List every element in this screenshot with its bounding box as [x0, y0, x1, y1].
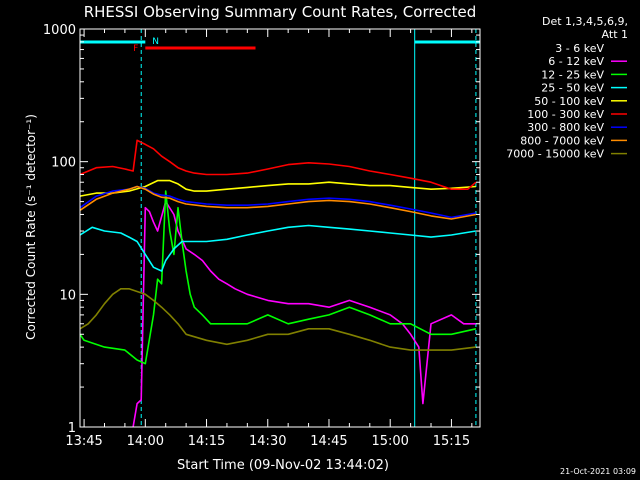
footer-date: 21-Oct-2021 03:09 [560, 467, 636, 476]
x-tick-label: 14:30 [249, 434, 286, 449]
series-line-6-12-kev [132, 200, 476, 428]
legend-label-800-7000-kev: 800 - 7000 keV [520, 134, 604, 147]
legend-header-line-2: Att 1 [602, 28, 628, 41]
chart-title: RHESSI Observing Summary Count Rates, Co… [84, 3, 477, 21]
series-line-3-6-kev [132, 346, 370, 409]
series-line-12-25-kev [79, 190, 477, 365]
x-tick-label: 15:00 [371, 434, 408, 449]
night-marker-label: N [152, 37, 159, 47]
legend-label-300-800-kev: 300 - 800 keV [527, 121, 604, 134]
legend-header-line-1: Det 1,3,4,5,6,9, [542, 15, 628, 28]
legend-label-25-50-kev: 25 - 50 keV [541, 82, 604, 95]
x-tick-label: 14:15 [188, 434, 225, 449]
y-axis-label: Corrected Count Rate (s⁻¹ detector⁻¹) [24, 114, 38, 340]
legend-label-100-300-kev: 100 - 300 keV [527, 108, 604, 121]
series-line-25-50-kev [79, 224, 477, 272]
x-tick-label: 14:00 [127, 434, 164, 449]
series-line-100-300-kev [79, 139, 477, 190]
x-tick-label: 14:45 [310, 434, 347, 449]
legend-label-3-6-kev: 3 - 6 keV [555, 42, 604, 55]
plot-area: NF [79, 29, 480, 428]
legend-label-7000-15000-kev: 7000 - 15000 keV [506, 148, 604, 161]
series-line-800-7000-kev [79, 185, 477, 220]
x-axis-label: Start Time (09-Nov-02 13:44:02) [177, 458, 389, 473]
y-tick-label: 1 [68, 421, 76, 436]
legend-label-50-100-kev: 50 - 100 keV [534, 95, 604, 108]
x-tick-label: 15:15 [433, 434, 470, 449]
y-tick-label: 10 [59, 288, 76, 303]
y-tick-label: 1000 [43, 23, 76, 38]
plot-frame [79, 28, 481, 428]
series-line-7000-15000-kev [79, 287, 476, 351]
axes: 13:45 14:00 14:15 14:30 14:45 15:00 15:15 1 10 10… [43, 23, 481, 449]
y-tick-label: 100 [51, 156, 76, 171]
legend-label-6-12-kev: 6 - 12 keV [548, 55, 604, 68]
legend-label-12-25-kev: 12 - 25 keV [541, 68, 604, 81]
flare-marker-label: F [133, 44, 138, 54]
x-tick-label: 13:45 [65, 434, 102, 449]
